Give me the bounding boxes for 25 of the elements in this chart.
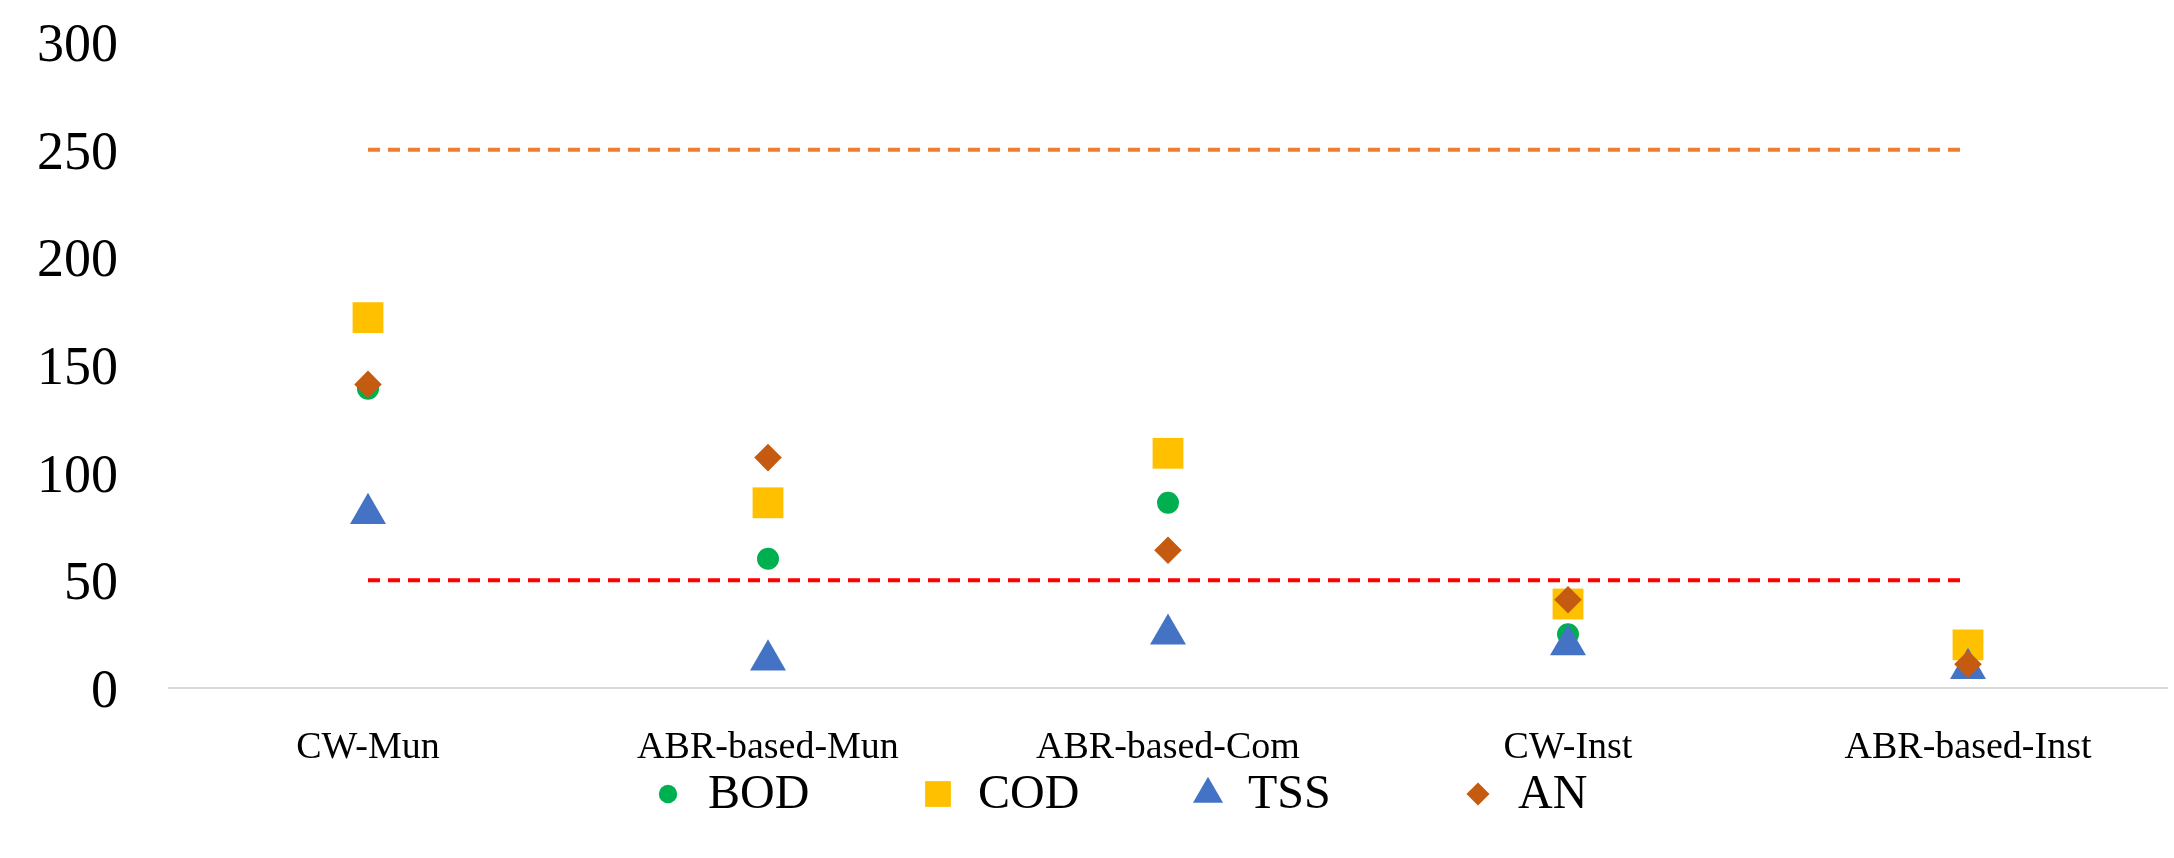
y-tick-label: 0 (91, 658, 118, 719)
legend-label: AN (1518, 765, 1588, 818)
y-tick-label: 200 (37, 228, 118, 289)
y-tick-label: 50 (64, 551, 118, 612)
point (754, 443, 782, 472)
y-tick-label: 150 (37, 335, 118, 396)
x-tick-label: ABR-based-Inst (1844, 724, 2092, 766)
legend-label: TSS (1248, 765, 1331, 818)
point (752, 487, 784, 519)
point (352, 302, 384, 334)
y-tick-label: 100 (37, 443, 118, 504)
x-tick-label: ABR-based-Com (1036, 724, 1300, 766)
point (757, 547, 779, 570)
x-tick-label: CW-Inst (1503, 724, 1633, 766)
y-tick-label: 250 (37, 120, 118, 181)
point (354, 370, 382, 399)
point (1154, 536, 1182, 564)
y-tick-label: 300 (37, 12, 118, 73)
point (1554, 585, 1582, 614)
point (1152, 437, 1184, 469)
legend-label: BOD (708, 765, 810, 818)
x-tick-label: ABR-based-Mun (637, 724, 899, 766)
x-tick-label: CW-Mun (296, 724, 440, 766)
legend-label: COD (978, 765, 1080, 818)
point (1157, 491, 1179, 514)
